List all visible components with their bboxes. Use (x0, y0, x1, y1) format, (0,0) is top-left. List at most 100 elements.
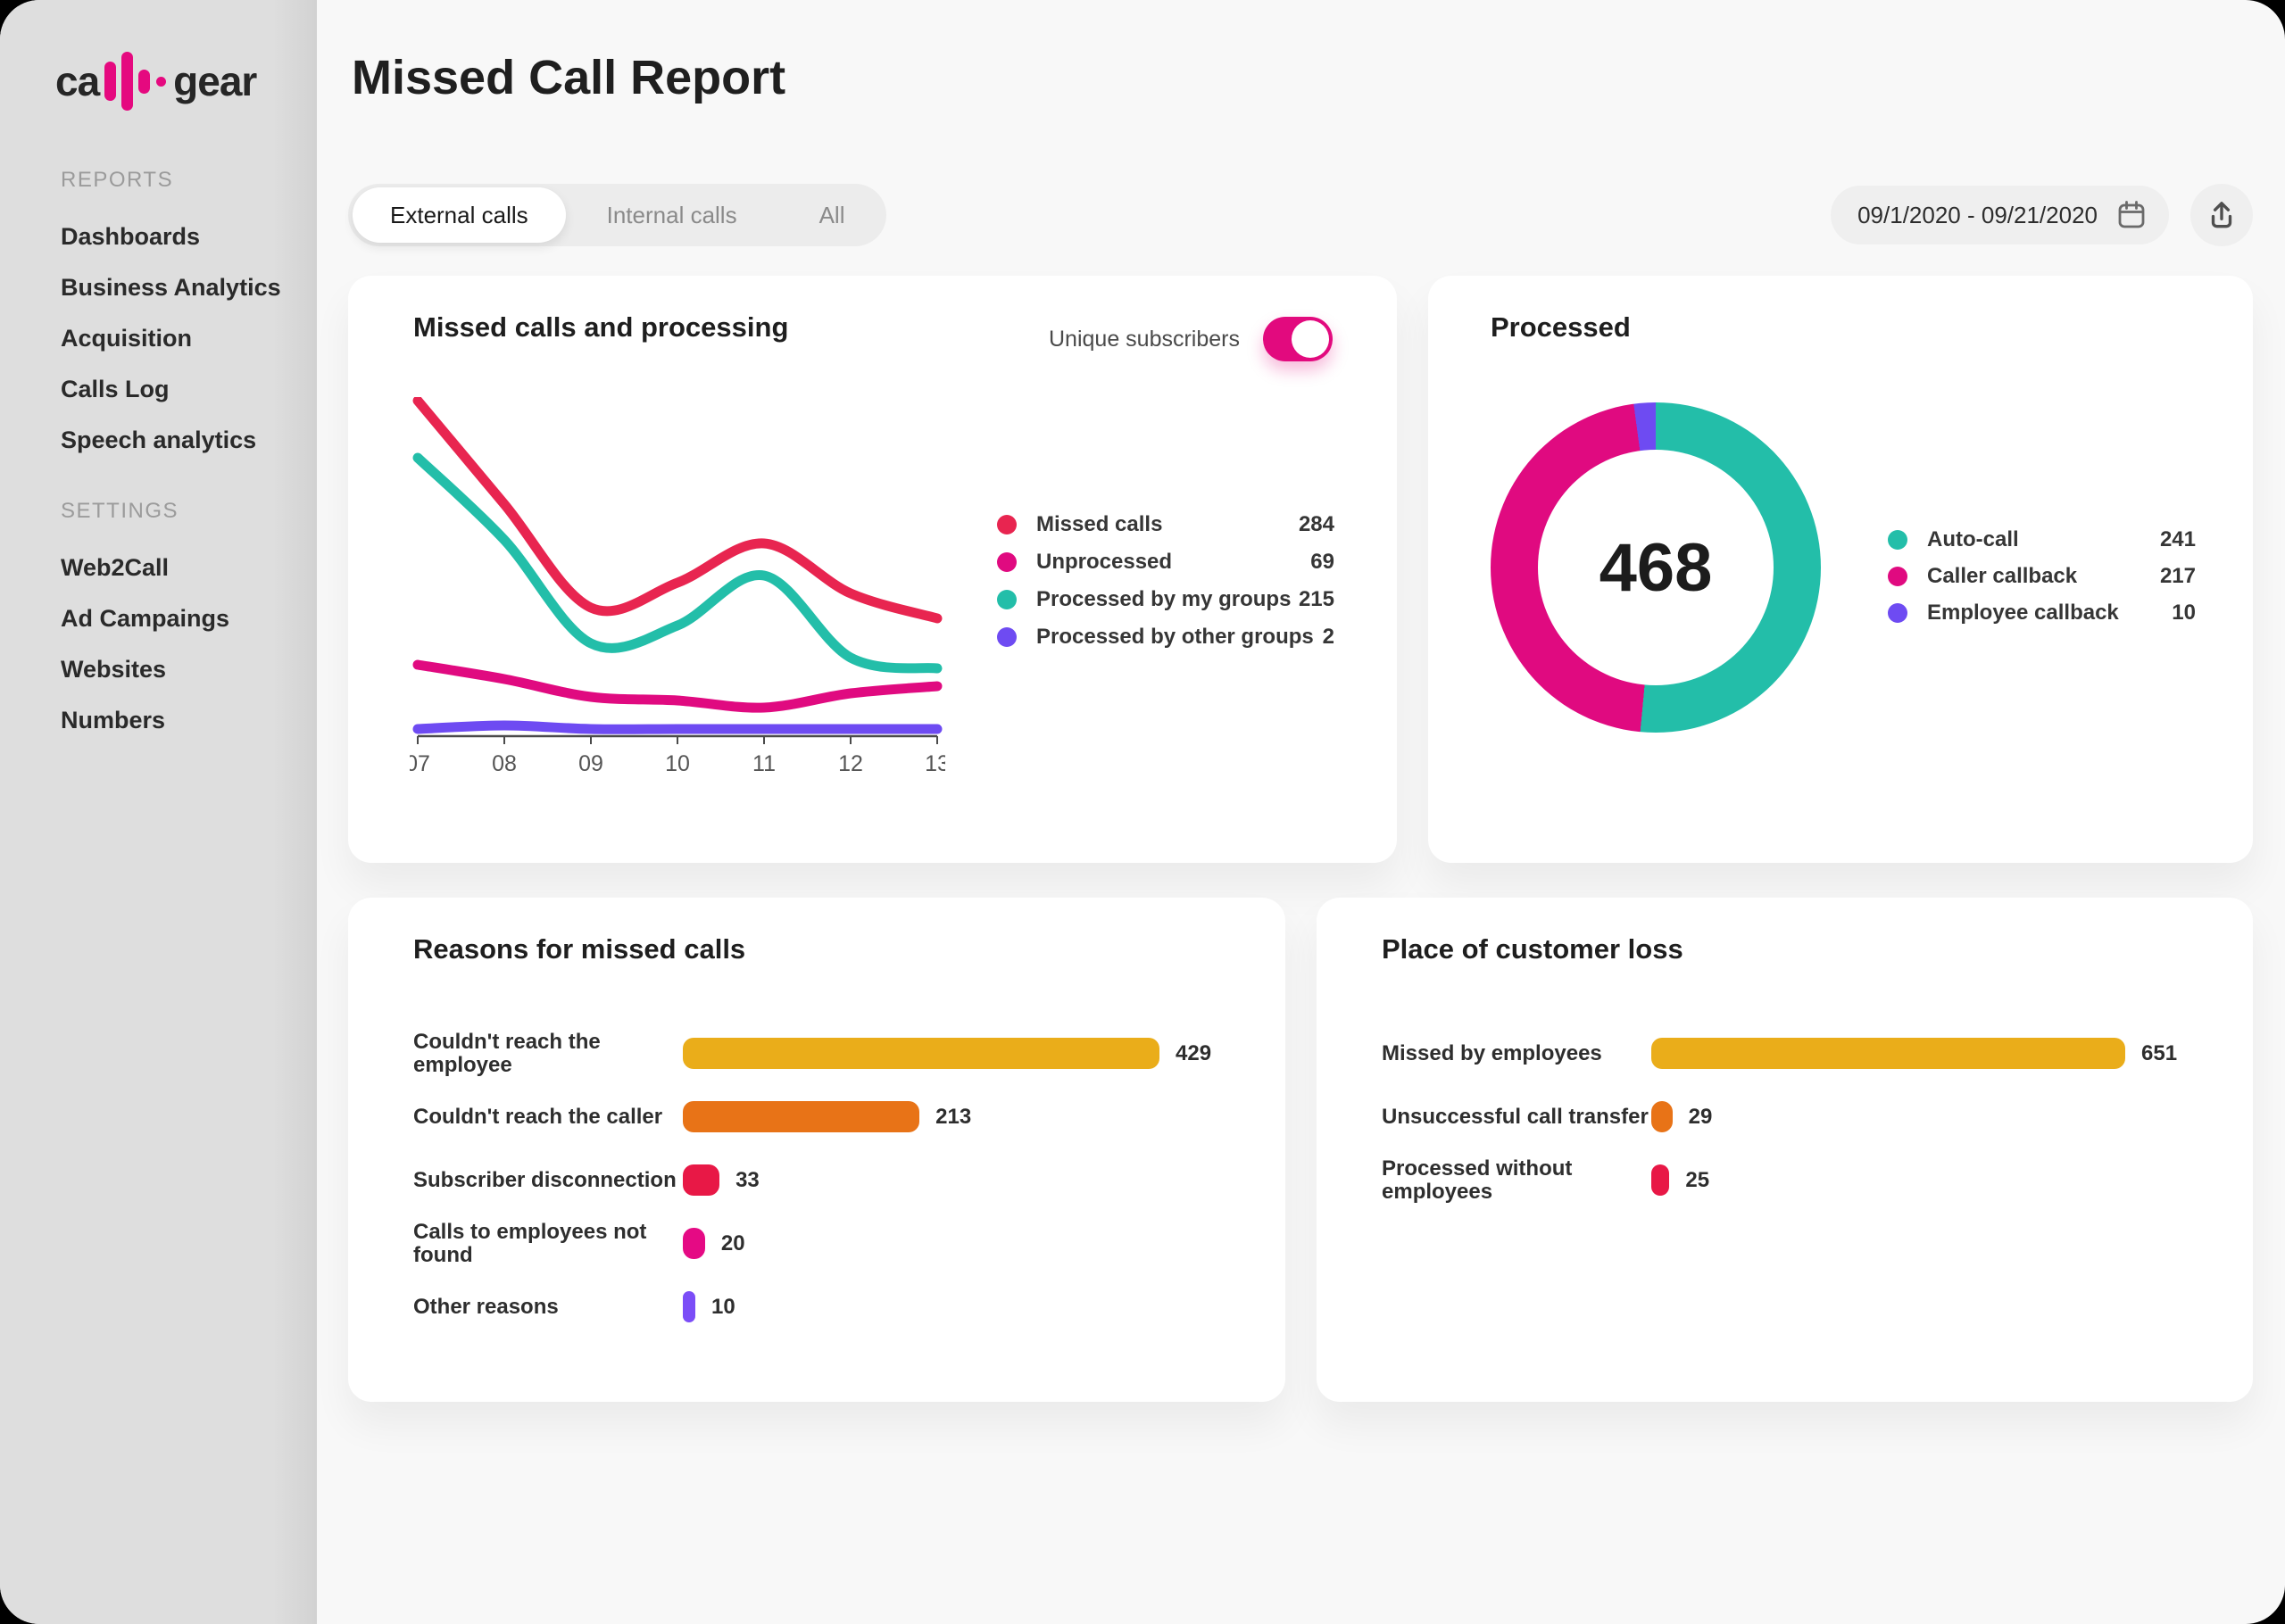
logo-dot-icon (156, 76, 167, 87)
donut-legend: Auto-call 241 Caller callback 217 Employ… (1888, 527, 2196, 637)
bar (683, 1038, 1159, 1069)
sidebar: ca gear REPORTS Dashboards Business Anal… (0, 0, 317, 1624)
bar-value: 25 (1685, 1167, 1710, 1192)
bar (1651, 1038, 2125, 1069)
unique-subscribers-toggle[interactable] (1263, 317, 1333, 361)
legend-label: Employee callback (1927, 601, 2119, 625)
sidebar-item-websites[interactable]: Websites (61, 656, 167, 683)
reasons-card-title: Reasons for missed calls (413, 933, 746, 965)
bar (1651, 1164, 1670, 1196)
calendar-icon (2118, 201, 2145, 228)
tab-internal-calls[interactable]: Internal calls (606, 202, 737, 228)
bar-label: Subscriber disconnection (413, 1167, 677, 1192)
logo-soundwave-icon (104, 52, 151, 111)
processed-total: 468 (1599, 529, 1713, 606)
legend-value: 284 (1298, 512, 1334, 536)
legend-value: 217 (2159, 564, 2196, 588)
sidebar-item-ad-campaings[interactable]: Ad Campaings (61, 605, 230, 632)
bar (683, 1228, 705, 1259)
bar-row: Missed by employees 651 (1382, 1038, 2226, 1069)
toggle-knob (1292, 320, 1329, 358)
bar-value: 213 (935, 1104, 972, 1129)
legend-dot-icon (997, 590, 1017, 609)
bar-value: 429 (1176, 1040, 1212, 1065)
line-chart-legend: Missed calls 284 Unprocessed 69 Processe… (997, 512, 1334, 662)
legend-dot-icon (997, 552, 1017, 572)
legend-dot-icon (1888, 603, 1907, 623)
tab-all[interactable]: All (818, 202, 845, 228)
bar-label: Other reasons (413, 1294, 559, 1319)
legend-value: 215 (1298, 587, 1334, 611)
cards-row-bottom: Reasons for missed calls Couldn't reach … (348, 898, 2253, 1402)
bar-row: Couldn't reach the employee 429 (413, 1030, 1259, 1076)
svg-text:11: 11 (752, 751, 776, 776)
legend-value: 241 (2159, 527, 2196, 551)
date-range-picker[interactable]: 09/1/2020 - 09/21/2020 (1831, 186, 2169, 244)
legend-row-processed-my-groups: Processed by my groups 215 (997, 587, 1334, 612)
unique-subscribers-label: Unique subscribers (1049, 326, 1240, 352)
bar-row: Unsuccessful call transfer 29 (1382, 1101, 2226, 1132)
svg-text:13: 13 (925, 751, 945, 776)
svg-text:12: 12 (838, 751, 863, 776)
bar (683, 1291, 695, 1322)
legend-value: 10 (2172, 601, 2196, 625)
legend-row-missed-calls: Missed calls 284 (997, 512, 1334, 537)
sidebar-nav: REPORTS Dashboards Business Analytics Ac… (61, 168, 317, 734)
sidebar-item-acquisition[interactable]: Acquisition (61, 325, 192, 352)
main-content: Missed Call Report External calls Intern… (317, 0, 2285, 1624)
legend-dot-icon (1888, 567, 1907, 586)
nav-section-settings: SETTINGS (61, 499, 179, 523)
legend-label: Processed by other groups (1036, 625, 1314, 649)
sidebar-item-web2call[interactable]: Web2Call (61, 554, 170, 581)
call-type-tabs: External calls Internal calls All (348, 184, 886, 246)
bar-label: Couldn't reach the employee (413, 1029, 601, 1077)
bar-label: Couldn't reach the caller (413, 1104, 663, 1129)
missed-calls-card-title: Missed calls and processing (413, 311, 789, 343)
customer-loss-card: Place of customer loss Missed by employe… (1317, 898, 2253, 1402)
export-icon (2211, 202, 2232, 228)
legend-label: Unprocessed (1036, 550, 1173, 574)
bar (683, 1164, 720, 1196)
sidebar-item-numbers[interactable]: Numbers (61, 707, 166, 733)
legend-row-auto-call: Auto-call 241 (1888, 527, 2196, 552)
legend-value: 69 (1310, 550, 1334, 574)
sidebar-item-dashboards[interactable]: Dashboards (61, 223, 201, 250)
legend-row-employee-callback: Employee callback 10 (1888, 601, 2196, 626)
sidebar-item-business-analytics[interactable]: Business Analytics (61, 274, 281, 301)
legend-label: Missed calls (1036, 512, 1163, 536)
bar-value: 20 (720, 1230, 745, 1255)
bar-row: Calls to employees not found 20 (413, 1220, 1259, 1266)
bar-value: 651 (2141, 1040, 2178, 1065)
bar-value: 33 (735, 1167, 760, 1192)
bar-label: Unsuccessful call transfer (1382, 1104, 1649, 1129)
bar-value: 10 (711, 1294, 735, 1319)
tab-external-calls[interactable]: External calls (353, 187, 566, 243)
sidebar-item-calls-log[interactable]: Calls Log (61, 376, 170, 402)
unique-subscribers-control: Unique subscribers (1049, 317, 1333, 361)
legend-row-caller-callback: Caller callback 217 (1888, 564, 2196, 589)
bar-row: Other reasons 10 (413, 1291, 1259, 1322)
bar-row: Subscriber disconnection 33 (413, 1164, 1259, 1196)
legend-label: Auto-call (1927, 527, 2019, 551)
bar (1651, 1101, 1673, 1132)
right-controls: 09/1/2020 - 09/21/2020 (1831, 184, 2253, 246)
legend-row-unprocessed: Unprocessed 69 (997, 550, 1334, 575)
logo-text-right: gear (173, 58, 257, 104)
donut-hole: 468 (1538, 450, 1774, 685)
callgear-logo[interactable]: ca gear (55, 52, 317, 111)
bar-row: Processed without employees 25 (1382, 1156, 2226, 1203)
bar-label: Missed by employees (1382, 1040, 1602, 1065)
customer-loss-bar-chart: Missed by employees 651 Unsuccessful cal… (1382, 1038, 2226, 1228)
bar (683, 1101, 920, 1132)
processed-donut-chart: 468 (1491, 402, 1821, 733)
reasons-card: Reasons for missed calls Couldn't reach … (348, 898, 1285, 1402)
legend-row-processed-other-groups: Processed by other groups 2 (997, 625, 1334, 650)
sidebar-item-speech-analytics[interactable]: Speech analytics (61, 427, 257, 453)
processed-card-title: Processed (1491, 311, 1631, 343)
bar-label: Calls to employees not found (413, 1219, 647, 1267)
bar-label: Processed without employees (1382, 1156, 1573, 1204)
export-button[interactable] (2190, 184, 2253, 246)
cards-row-top: Missed calls and processing Unique subsc… (348, 276, 2253, 863)
svg-text:10: 10 (665, 751, 690, 776)
